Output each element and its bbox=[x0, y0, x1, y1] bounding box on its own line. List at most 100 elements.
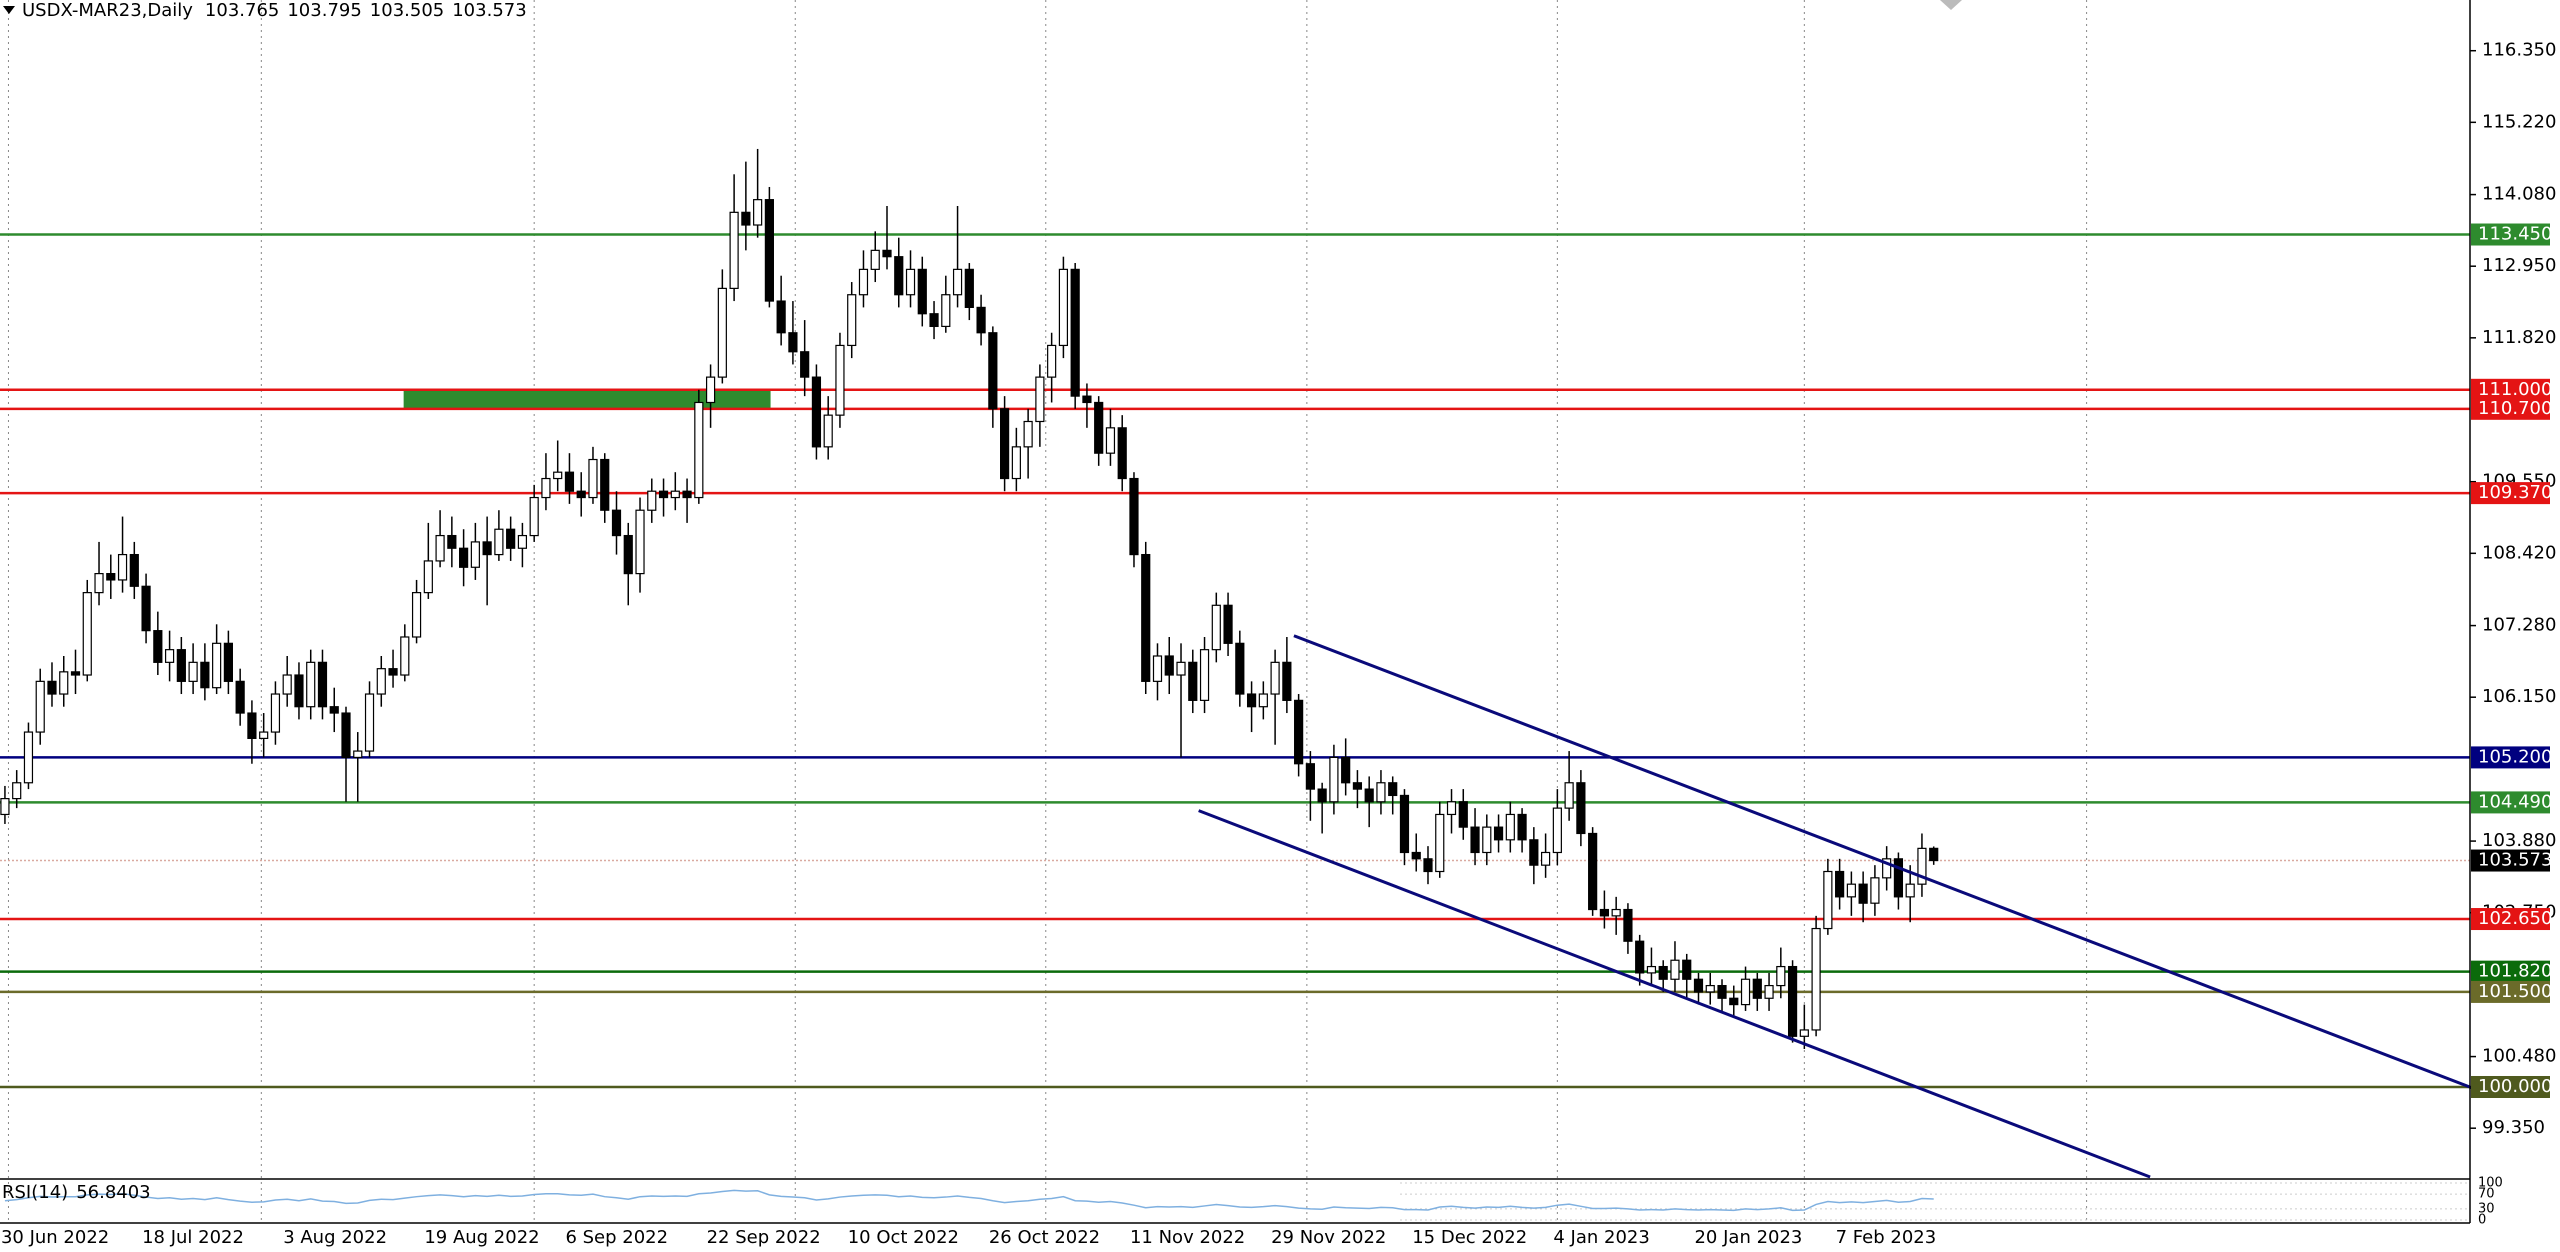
x-tick-label: 29 Nov 2022 bbox=[1271, 1227, 1386, 1248]
level-label-box bbox=[2471, 378, 2550, 401]
candle-body bbox=[1599, 908, 1610, 917]
candle-body bbox=[741, 211, 751, 226]
candle-body bbox=[576, 490, 586, 499]
candle-body bbox=[470, 541, 480, 568]
level-label-box bbox=[2471, 980, 2550, 1003]
candle-body bbox=[682, 490, 692, 499]
candle-body bbox=[70, 671, 81, 676]
candle-body bbox=[858, 268, 869, 296]
candle-body bbox=[588, 458, 598, 499]
level-label: 109.370 bbox=[2478, 482, 2552, 503]
candle-body bbox=[1776, 965, 1786, 987]
candle-body bbox=[1917, 847, 1927, 885]
candle-body bbox=[82, 592, 92, 676]
candle-body bbox=[1047, 344, 1057, 378]
candle-body bbox=[1011, 446, 1021, 480]
candle-body bbox=[1858, 883, 1868, 904]
candle-body bbox=[1105, 427, 1116, 454]
rsi-tick-label: 30 bbox=[2478, 1201, 2495, 1216]
candle-body bbox=[988, 332, 998, 410]
x-tick-label: 22 Sep 2022 bbox=[707, 1227, 821, 1248]
x-tick-label: 7 Feb 2023 bbox=[1836, 1227, 1937, 1248]
level-label: 111.000 bbox=[2478, 379, 2552, 400]
candle-body bbox=[94, 573, 104, 594]
x-tick-label: 26 Oct 2022 bbox=[989, 1227, 1100, 1248]
candle-body bbox=[753, 199, 763, 226]
x-tick-label: 4 Jan 2023 bbox=[1553, 1227, 1649, 1248]
x-tick-label: 18 Jul 2022 bbox=[142, 1227, 244, 1248]
level-label-box bbox=[2471, 960, 2550, 983]
candle-body bbox=[553, 471, 563, 480]
y-tick-label: 112.950 bbox=[2482, 255, 2556, 276]
candle-body bbox=[835, 344, 845, 416]
candle-body bbox=[811, 376, 822, 448]
chart-title: USDX-MAR23,Daily bbox=[22, 0, 193, 21]
level-label: 102.650 bbox=[2478, 908, 2552, 929]
candle-body bbox=[1199, 649, 1210, 701]
close-value: 103.573 bbox=[452, 0, 526, 21]
candle-body bbox=[1870, 877, 1880, 904]
candle-body bbox=[1541, 851, 1551, 866]
candle-body bbox=[1211, 604, 1221, 651]
candle-body bbox=[611, 509, 622, 537]
y-tick-label: 108.420 bbox=[2482, 542, 2556, 563]
candle-body bbox=[600, 458, 610, 511]
candle-body bbox=[976, 306, 986, 334]
x-tick-label: 10 Oct 2022 bbox=[848, 1227, 959, 1248]
candle-body bbox=[1223, 604, 1233, 644]
candle-body bbox=[388, 668, 398, 676]
candle-body bbox=[188, 661, 198, 682]
grid-layer bbox=[7, 0, 2470, 1223]
level-label-box bbox=[2471, 746, 2550, 769]
candle-body bbox=[164, 649, 175, 663]
candle-body bbox=[364, 693, 375, 752]
candle-body bbox=[1740, 978, 1751, 1006]
candle-body bbox=[1435, 813, 1445, 873]
candle-body bbox=[1529, 839, 1539, 866]
objects-layer bbox=[0, 233, 2470, 1089]
candle-body bbox=[670, 490, 680, 499]
candle-body bbox=[1787, 965, 1798, 1037]
level-label: 105.200 bbox=[2478, 746, 2552, 767]
candle-body bbox=[341, 712, 351, 759]
candle-body bbox=[564, 471, 575, 492]
candle-body bbox=[788, 332, 798, 353]
candle-body bbox=[59, 671, 69, 695]
candle-body bbox=[329, 706, 339, 714]
candle-body bbox=[1670, 959, 1680, 980]
rsi-header: RSI(14) 56.8403 bbox=[2, 1182, 151, 1203]
y-tick-label: 115.220 bbox=[2482, 111, 2556, 132]
candle-body bbox=[153, 630, 163, 663]
candle-body bbox=[1188, 661, 1198, 701]
y-tick-label: 106.150 bbox=[2482, 686, 2556, 707]
y-tick-label: 99.350 bbox=[2482, 1117, 2545, 1138]
current-price-label: 103.573 bbox=[2478, 850, 2552, 871]
candle-body bbox=[282, 674, 292, 695]
candle-body bbox=[1693, 978, 1704, 993]
candle-body bbox=[23, 731, 34, 784]
candle-body bbox=[400, 636, 410, 676]
candle-body bbox=[35, 680, 45, 733]
candle-body bbox=[1423, 858, 1433, 873]
candle-body bbox=[1658, 965, 1668, 980]
level-label: 104.490 bbox=[2478, 791, 2552, 812]
candle-body bbox=[1094, 401, 1104, 454]
rsi-value: 56.8403 bbox=[76, 1182, 150, 1203]
chart-header: USDX-MAR23,Daily 103.765 103.795 103.505 103… bbox=[22, 0, 527, 21]
y-tick-label: 111.820 bbox=[2482, 327, 2556, 348]
candle-body bbox=[247, 712, 257, 739]
candle-body bbox=[1376, 782, 1386, 803]
candle-body bbox=[1364, 788, 1374, 803]
candle-body bbox=[917, 268, 927, 315]
candle-body bbox=[964, 268, 974, 309]
candle-body bbox=[212, 642, 222, 689]
candle-body bbox=[1929, 847, 1939, 862]
candle-body bbox=[764, 199, 774, 302]
candle-body bbox=[0, 798, 10, 816]
y-tick-label: 116.350 bbox=[2482, 40, 2556, 61]
candle-body bbox=[1552, 807, 1562, 854]
candle-body bbox=[47, 680, 57, 695]
candle-body bbox=[1317, 788, 1327, 803]
